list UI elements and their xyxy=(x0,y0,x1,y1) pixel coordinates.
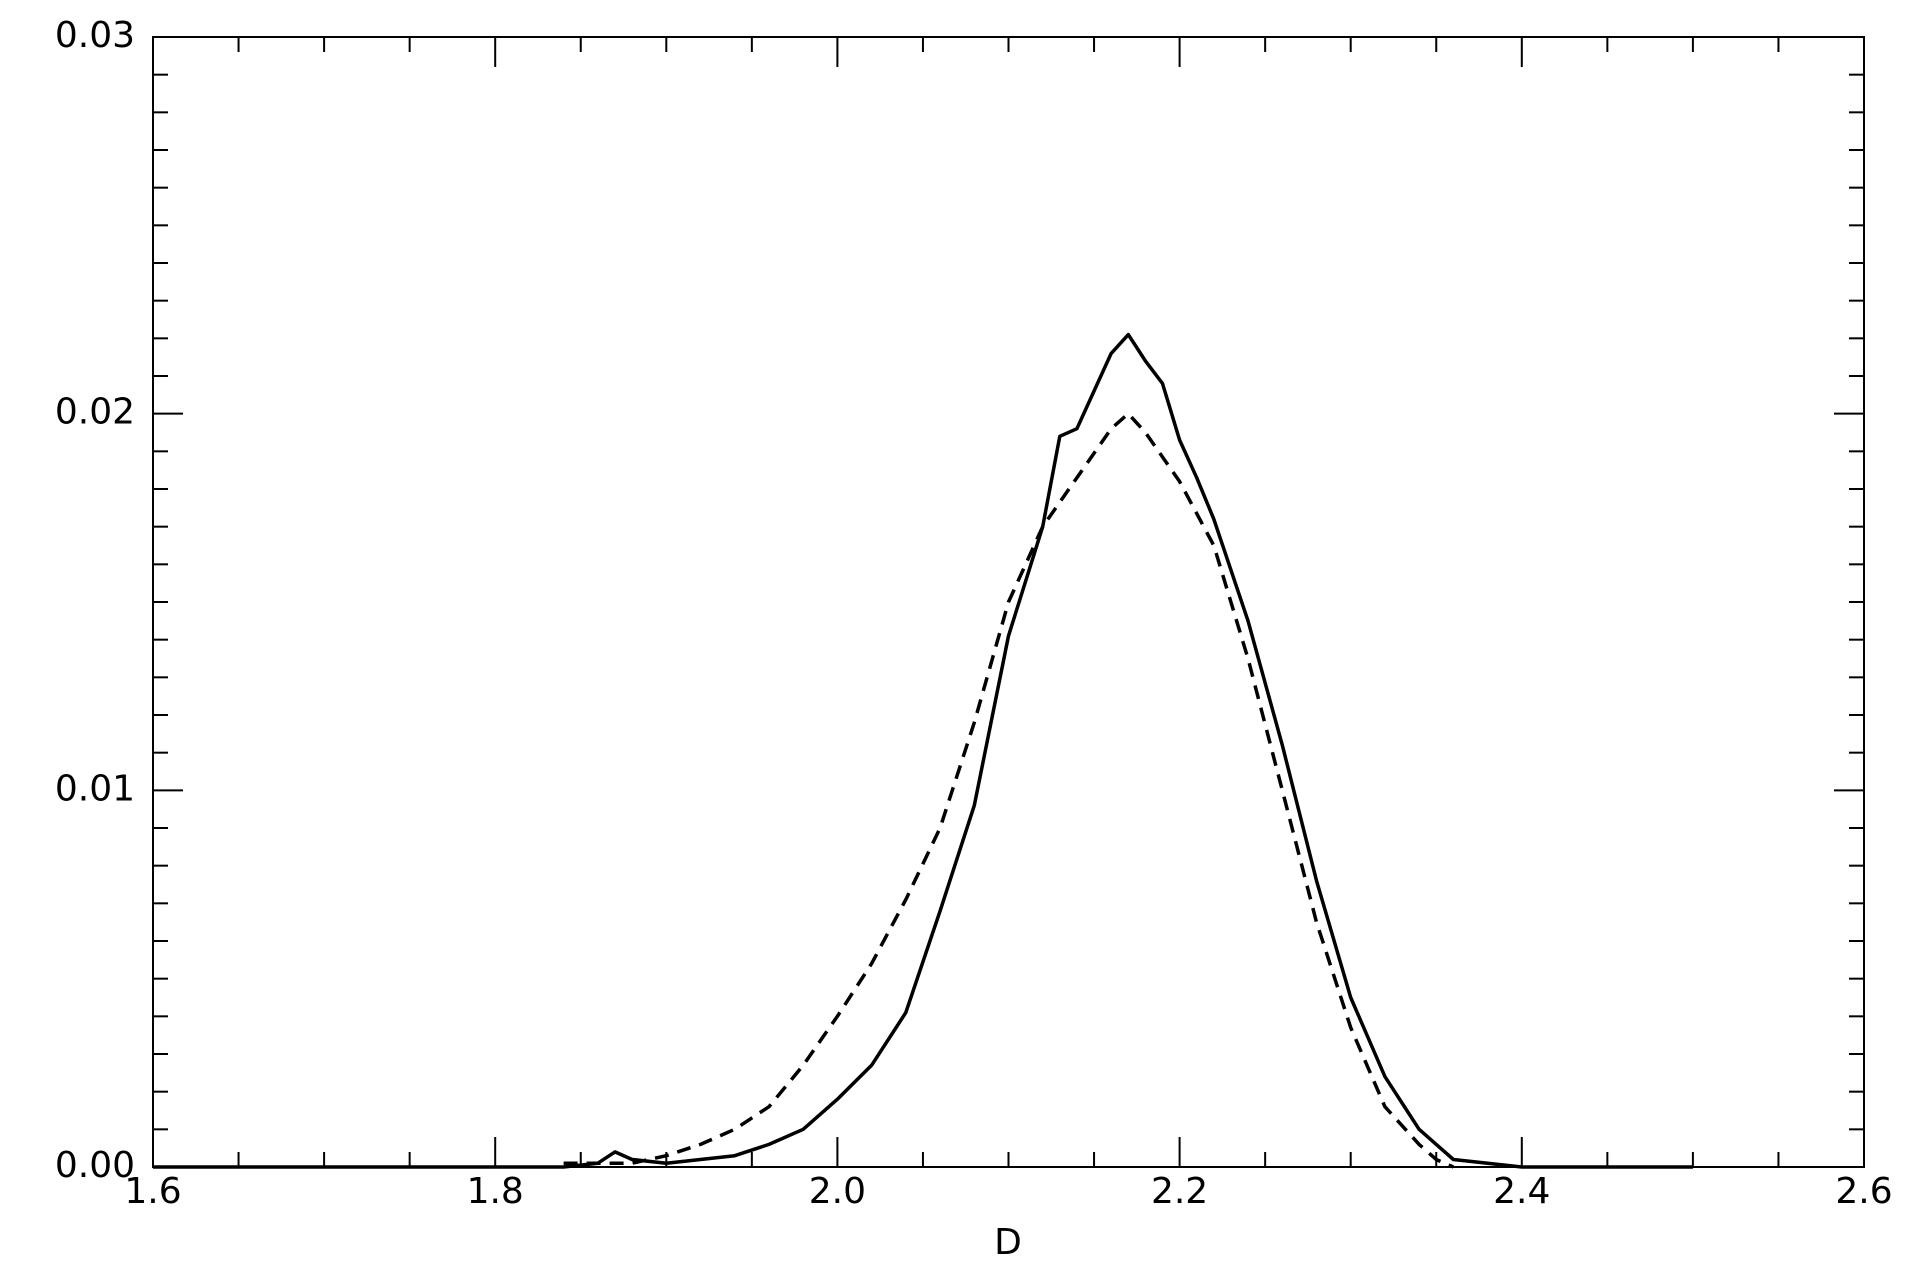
x-tick-label: 1.8 xyxy=(467,1171,524,1212)
y-tick-label: 0.01 xyxy=(55,768,135,809)
x-tick-label: 2.4 xyxy=(1493,1171,1550,1212)
x-tick-label: 2.6 xyxy=(1835,1171,1892,1212)
x-tick-label: 2.2 xyxy=(1151,1171,1208,1212)
data-line xyxy=(153,332,1693,1169)
y-tick-label: 0.00 xyxy=(55,1145,135,1186)
x-axis-label: D xyxy=(994,1222,1022,1263)
y-tick-label: 0.03 xyxy=(55,15,135,56)
x-tick-label: 2.0 xyxy=(809,1171,866,1212)
y-tick-label: 0.02 xyxy=(55,392,135,433)
x-tick-label: 1.6 xyxy=(124,1171,181,1212)
data-line xyxy=(563,411,1455,1169)
